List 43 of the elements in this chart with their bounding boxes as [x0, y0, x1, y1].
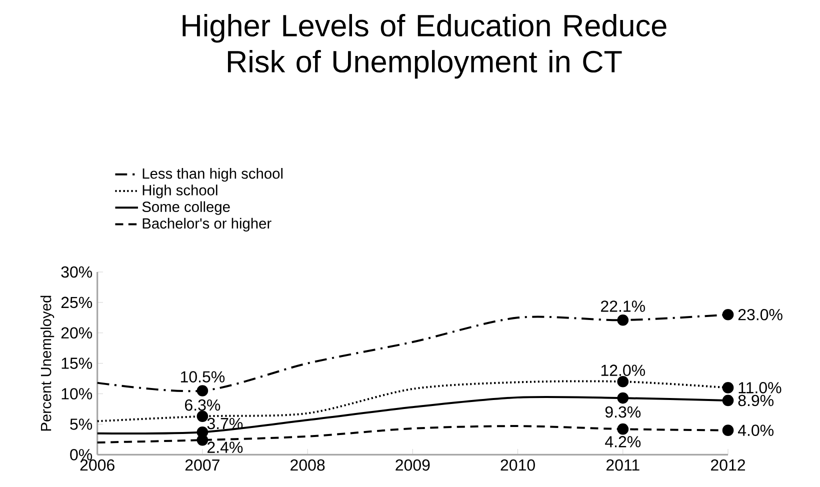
y-tick-label: 0% — [70, 449, 92, 460]
y-tick-label: 25% — [61, 296, 92, 308]
y-tick-label: 30% — [61, 266, 92, 278]
data-label: 8.9% — [738, 394, 774, 406]
x-tick-label: 2008 — [290, 460, 325, 471]
legend-label: Some college — [142, 201, 230, 216]
point — [722, 394, 734, 406]
point — [722, 424, 734, 436]
legend-label: Less than high school — [142, 168, 283, 182]
data-label: 10.5% — [180, 371, 225, 383]
legend-label: Bachelor's or higher — [142, 218, 272, 232]
point — [617, 424, 629, 435]
data-label: 3.7% — [207, 418, 243, 430]
point — [722, 382, 734, 394]
data-label: 12.0% — [601, 364, 646, 376]
y-axis-title: Percent Unemployed — [40, 296, 54, 431]
x-tick-label: 2007 — [185, 460, 220, 471]
point — [196, 410, 208, 422]
point — [617, 376, 629, 388]
data-label: 6.3% — [185, 400, 220, 411]
y-tick-label: 20% — [61, 327, 92, 339]
x-tick-label: 2009 — [396, 460, 430, 471]
point — [196, 385, 208, 397]
data-label: 22.1% — [601, 300, 646, 312]
point — [617, 392, 629, 404]
x-tick-label: 2006 — [80, 460, 114, 471]
y-tick-label: 10% — [62, 388, 92, 400]
data-label: 9.3% — [605, 406, 641, 418]
point — [722, 309, 734, 320]
y-tick-label: 15% — [62, 358, 92, 370]
point — [617, 314, 629, 326]
point — [196, 434, 208, 446]
y-tick-label: 5% — [70, 418, 92, 430]
x-tick-label: 2010 — [500, 460, 535, 471]
data-label: 23.0% — [738, 309, 782, 320]
data-label: 4.2% — [605, 436, 641, 448]
data-label: 4.0% — [738, 424, 774, 436]
data-label: 2.4% — [208, 442, 243, 454]
x-tick-label: 2012 — [711, 460, 745, 471]
data-label: 11.0% — [738, 382, 782, 394]
legend-label: High school — [142, 184, 218, 198]
chart-title: Higher Levels of Education Reduce Risk of Unemployment in CT — [182, 14, 666, 79]
x-tick-label: 2011 — [606, 460, 640, 471]
